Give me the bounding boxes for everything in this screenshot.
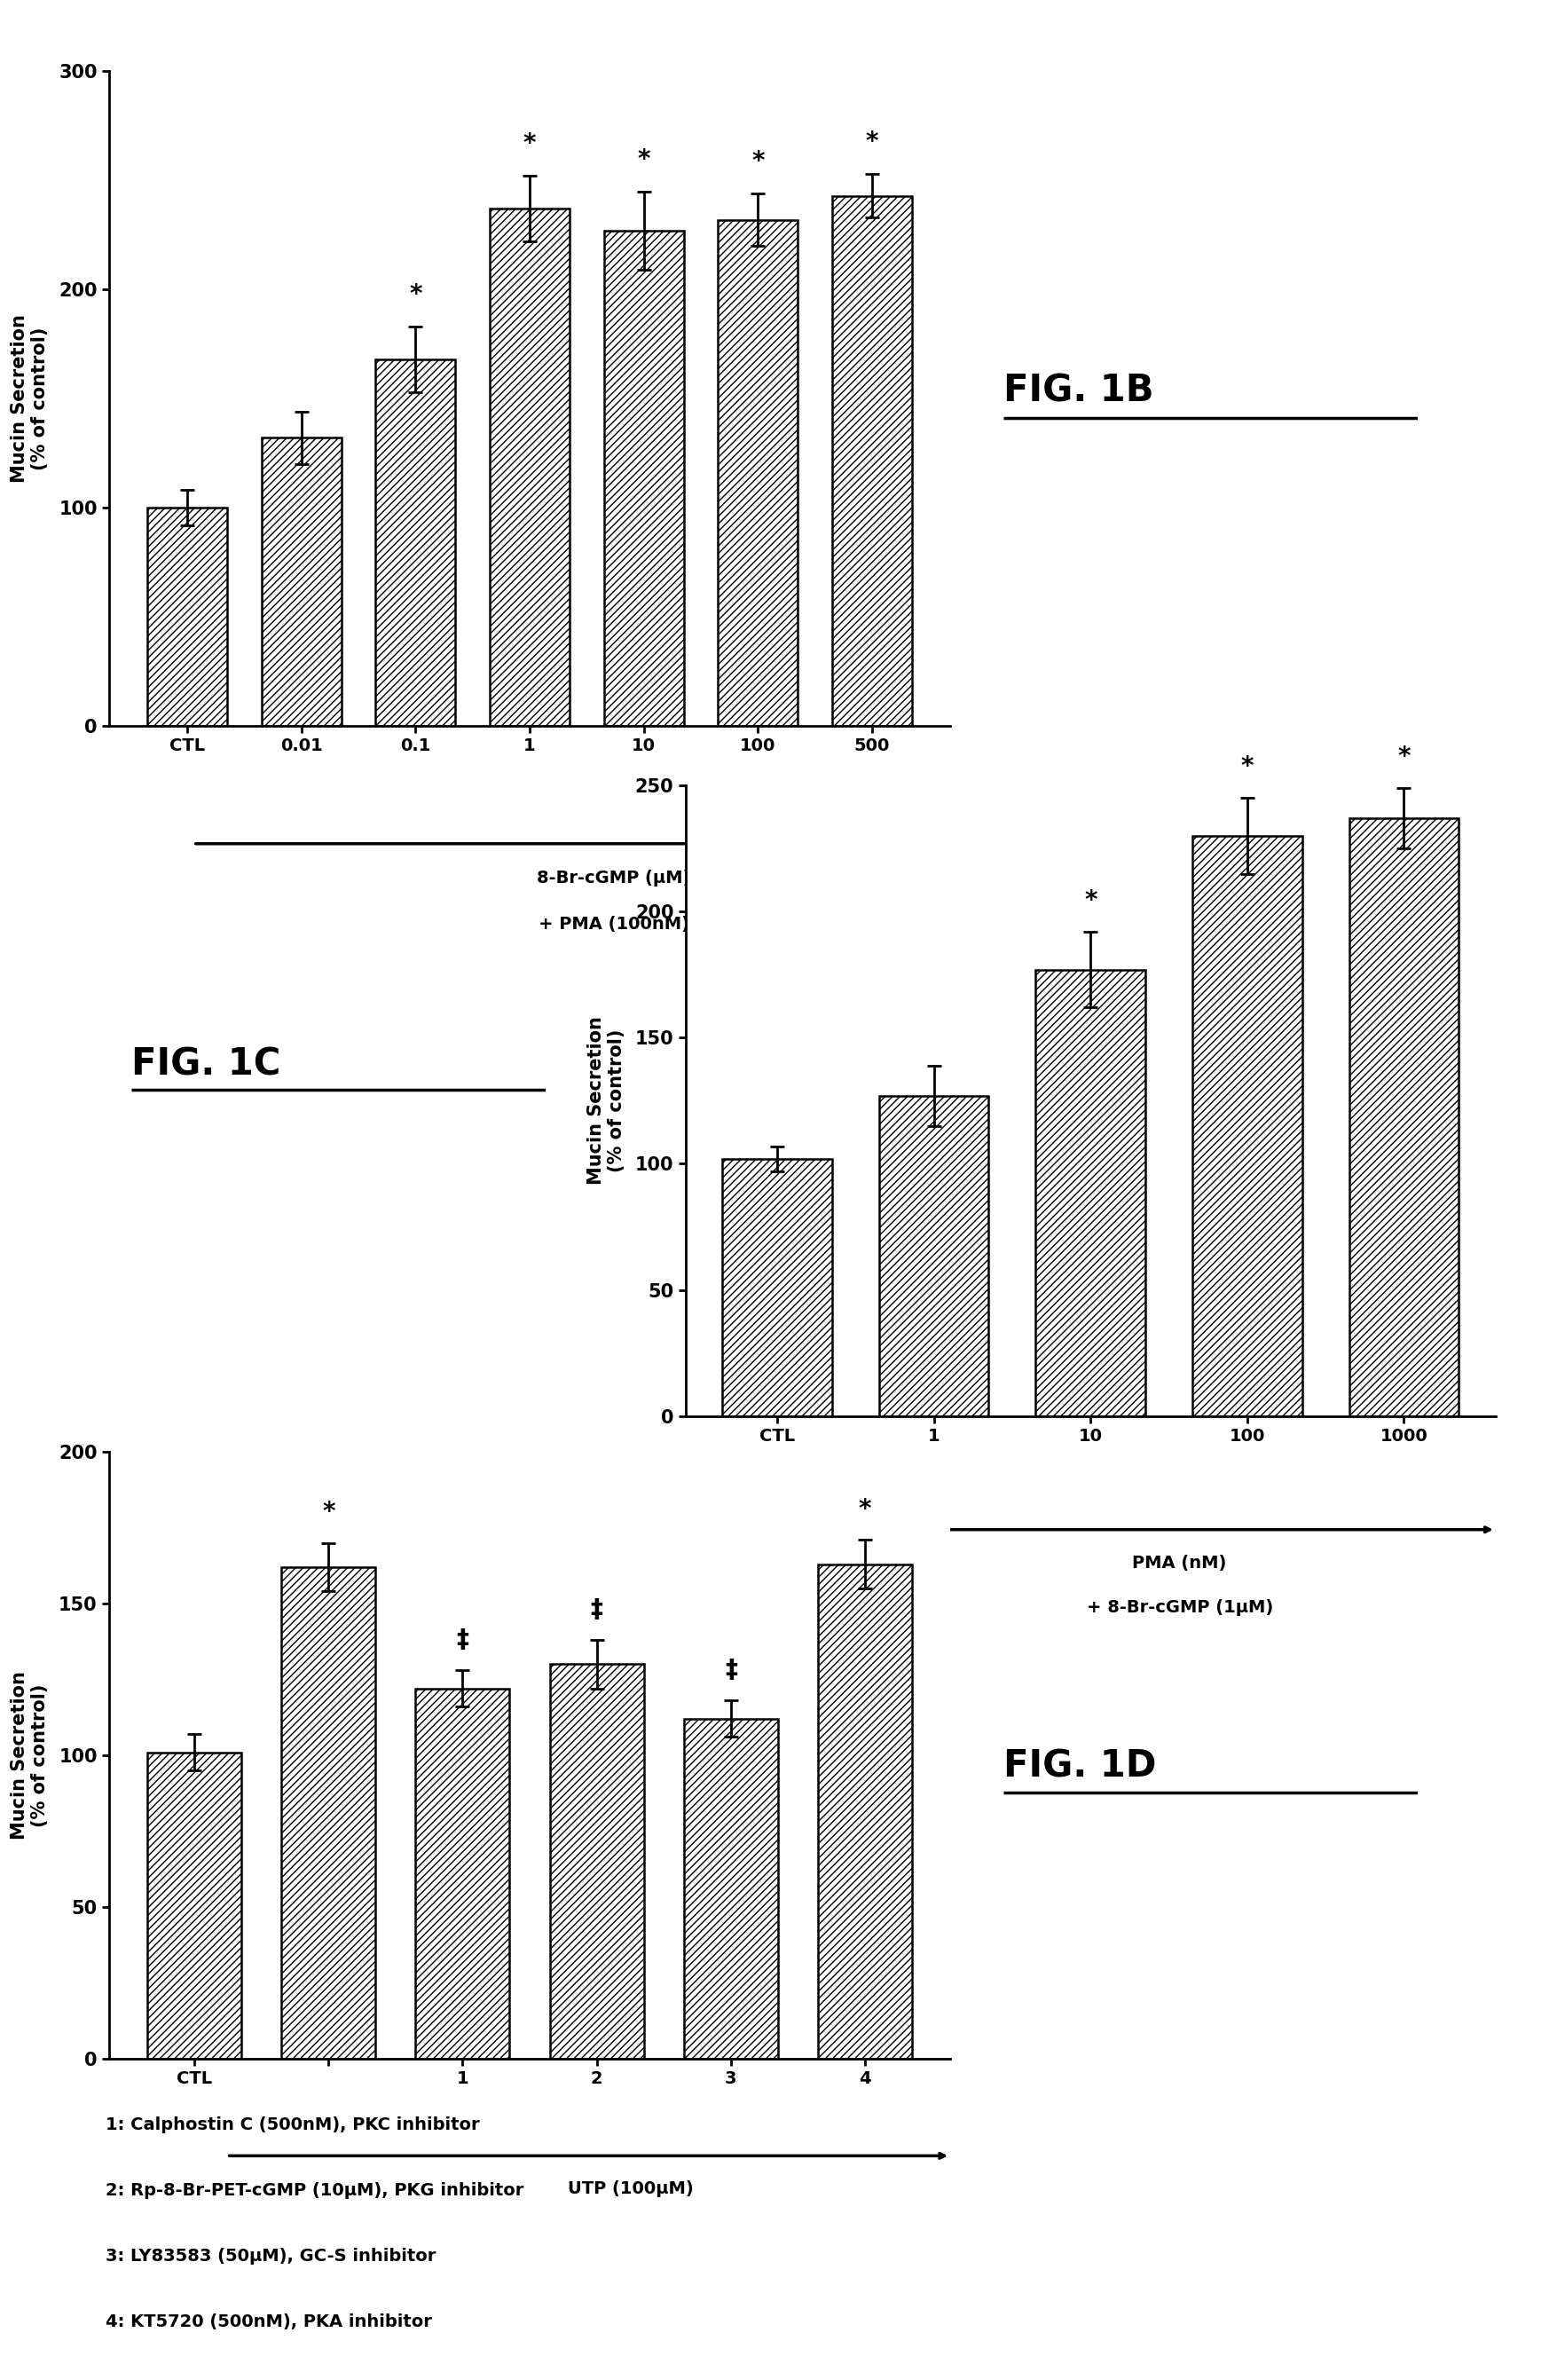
Text: ‡: ‡ (724, 1656, 736, 1683)
Text: FIG. 1C: FIG. 1C (131, 1045, 280, 1083)
Text: *: * (523, 131, 536, 157)
Bar (416, 1687, 509, 2059)
Bar (148, 507, 227, 726)
Text: *: * (750, 150, 764, 174)
Bar (817, 1564, 911, 2059)
Text: ‡: ‡ (456, 1628, 469, 1652)
Bar (722, 1159, 831, 1416)
Text: + 8-Br-cGMP (1μM): + 8-Br-cGMP (1μM) (1085, 1599, 1272, 1616)
Text: *: * (1239, 754, 1253, 778)
Bar (375, 359, 455, 726)
Text: *: * (858, 1497, 870, 1521)
Text: ‡: ‡ (590, 1597, 603, 1621)
Bar (282, 1566, 375, 2059)
Y-axis label: Mucin Secretion
(% of control): Mucin Secretion (% of control) (11, 314, 48, 483)
Text: *: * (1397, 745, 1409, 769)
Bar (550, 1664, 643, 2059)
Bar (262, 438, 341, 726)
Bar (1348, 819, 1457, 1416)
Bar (489, 209, 570, 726)
Bar (1035, 969, 1144, 1416)
Text: PMA (nM): PMA (nM) (1132, 1554, 1225, 1571)
Bar (148, 1752, 241, 2059)
Text: 8-Br-cGMP (μM): 8-Br-cGMP (μM) (537, 871, 690, 888)
Bar (684, 1718, 777, 2059)
Bar (718, 219, 797, 726)
Text: *: * (322, 1499, 335, 1526)
Text: 1: Calphostin C (500nM), PKC inhibitor: 1: Calphostin C (500nM), PKC inhibitor (106, 2116, 480, 2132)
Text: *: * (637, 148, 649, 171)
Text: *: * (866, 129, 878, 155)
Text: + PMA (100nM): + PMA (100nM) (539, 916, 688, 933)
Text: FIG. 1D: FIG. 1D (1003, 1747, 1155, 1785)
Text: 3: LY83583 (50μM), GC-S inhibitor: 3: LY83583 (50μM), GC-S inhibitor (106, 2247, 436, 2263)
Bar (1191, 835, 1302, 1416)
Text: *: * (1084, 888, 1096, 914)
Y-axis label: Mucin Secretion
(% of control): Mucin Secretion (% of control) (587, 1016, 624, 1185)
Text: *: * (409, 283, 422, 307)
Bar (878, 1095, 989, 1416)
Bar (831, 195, 911, 726)
Y-axis label: Mucin Secretion
(% of control): Mucin Secretion (% of control) (11, 1671, 48, 1840)
Text: 2: Rp-8-Br-PET-cGMP (10μM), PKG inhibitor: 2: Rp-8-Br-PET-cGMP (10μM), PKG inhibito… (106, 2182, 523, 2199)
Text: UTP (100μM): UTP (100μM) (567, 2180, 693, 2197)
Bar (604, 231, 684, 726)
Text: 4: KT5720 (500nM), PKA inhibitor: 4: KT5720 (500nM), PKA inhibitor (106, 2313, 431, 2330)
Text: FIG. 1B: FIG. 1B (1003, 371, 1154, 409)
